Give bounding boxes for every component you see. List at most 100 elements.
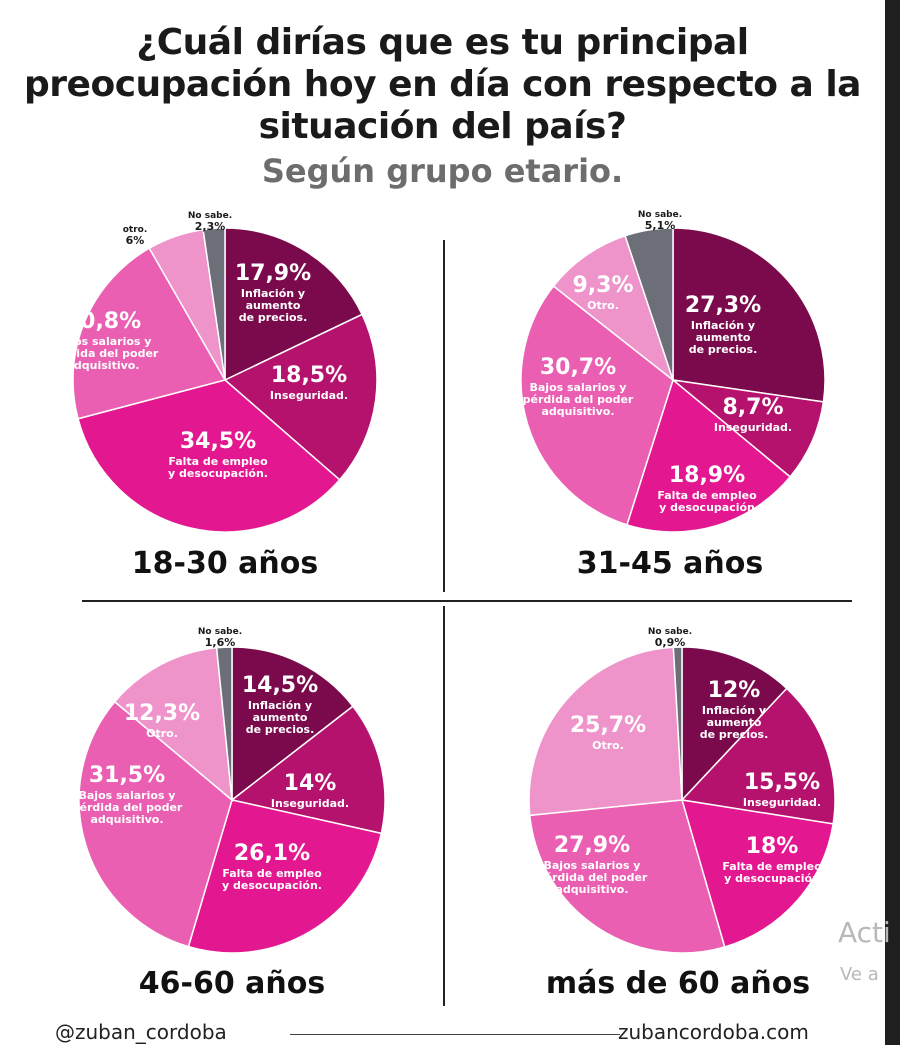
pie-slice-empleo <box>680 799 834 948</box>
slice-category-text: Inseguridad. <box>714 421 792 434</box>
slice-category-text: y desocupación. <box>222 879 322 892</box>
footer-handle: @zuban_cordoba <box>55 1020 227 1044</box>
pie-slice-nosabe <box>215 646 233 801</box>
slice-label-otro: 12,3%Otro. <box>124 701 200 740</box>
vertical-divider-top <box>443 240 445 592</box>
slice-category-text: Bajos salarios y <box>544 859 641 872</box>
slice-category-text: y desocupación. <box>168 467 268 480</box>
slice-label-nosabe: No sabe.2,3% <box>188 211 232 233</box>
slice-category-text: Falta de empleo <box>222 867 322 880</box>
slice-percent-text: 26,1% <box>234 841 310 866</box>
slice-label-nosabe: No sabe.1,6% <box>198 627 242 649</box>
pie-slice-inseguridad <box>230 705 386 835</box>
slice-category-text: Inseguridad. <box>271 797 349 810</box>
slice-percent-text: 34,5% <box>180 429 256 454</box>
slice-percent-text: 18,5% <box>271 363 347 388</box>
slice-percent-text: 30,7% <box>540 355 616 380</box>
slice-category-text: aumento <box>707 716 762 729</box>
slice-percent-text: 27,3% <box>685 293 761 318</box>
vertical-divider-bottom <box>443 606 445 1006</box>
pie-slice-salarios <box>520 285 674 526</box>
slice-category-text: Inflación y <box>691 319 755 332</box>
title-line-1: ¿Cuál dirías que es tu principal <box>136 22 749 63</box>
slice-percent-text: 25,7% <box>570 713 646 738</box>
slice-percent-text: 27,9% <box>554 833 630 858</box>
pie-slice-inseguridad <box>680 687 836 825</box>
slice-label-otro: otro.6% <box>123 225 148 247</box>
pie-slice-empleo <box>625 378 792 533</box>
slice-percent-text: 31,5% <box>89 763 165 788</box>
pie-slice-inflacion <box>224 227 364 382</box>
title-line-2: preocupación hoy en día con respecto a l… <box>24 64 861 105</box>
slice-category-text: Bajos salarios y <box>55 335 152 348</box>
slice-percent-text: 17,9% <box>235 261 311 286</box>
slice-category-text: otro. <box>123 225 148 235</box>
slice-label-nosabe: No sabe.0,9% <box>648 627 692 649</box>
slice-category-text: Bajos salarios y <box>530 381 627 394</box>
age-label-46-60: 46-60 años <box>138 966 326 1001</box>
pie-slice-inflacion <box>681 646 788 802</box>
slice-category-text: de precios. <box>246 723 315 736</box>
slice-label-otro: 25,7%Otro. <box>570 713 646 752</box>
pie-slice-nosabe <box>624 227 674 381</box>
slice-category-text: Otro. <box>146 727 178 740</box>
slice-percent-text: 12,3% <box>124 701 200 726</box>
slice-percent-text: 18,9% <box>669 463 745 488</box>
slice-category-text: Falta de empleo <box>657 489 757 502</box>
slice-category-text: Falta de empleo <box>722 860 822 873</box>
slice-category-text: pérdida del poder <box>523 393 634 406</box>
slice-category-text: Bajos salarios y <box>79 789 176 802</box>
slice-category-text: y desocupación <box>659 501 755 514</box>
watermark-line-1: Acti <box>838 916 891 949</box>
slice-category-text: No sabe. <box>648 627 692 637</box>
slice-category-text: adquisitivo. <box>66 359 139 372</box>
slice-category-text: aumento <box>246 299 301 312</box>
slice-category-text: Inflación y <box>702 704 766 717</box>
footer-rule <box>290 1034 620 1035</box>
pie-slice-inflacion <box>672 227 826 403</box>
slice-percent-text: 1,6% <box>205 636 236 649</box>
slice-percent-text: 20,8% <box>65 309 141 334</box>
slice-label-nosabe: No sabe.5,1% <box>638 210 682 232</box>
slice-percent-text: 5,1% <box>645 219 676 232</box>
subtitle: Según grupo etario. <box>261 152 624 190</box>
slice-category-text: de precios. <box>239 311 308 324</box>
slice-percent-text: 0,9% <box>655 636 686 649</box>
slice-category-text: adquisitivo. <box>90 813 163 826</box>
pie-slice-empleo <box>187 799 383 954</box>
slice-label-inseguridad: 15,5%Inseguridad. <box>743 770 821 809</box>
title-line-3: situación del país? <box>258 106 627 147</box>
slice-category-text: Falta de empleo <box>168 455 268 468</box>
age-label-31-45: 31-45 años <box>576 546 764 581</box>
slice-percent-text: 2,3% <box>195 220 226 233</box>
pie-slice-inflacion <box>231 646 354 802</box>
slice-label-otro: 9,3%Otro. <box>572 273 633 312</box>
pie-slice-nosabe <box>672 646 683 801</box>
slice-percent-text: 9,3% <box>572 273 633 298</box>
pie-slice-salarios <box>78 700 233 948</box>
slice-percent-text: 6% <box>126 234 145 247</box>
slice-category-text: aumento <box>696 331 751 344</box>
footer-website: zubancordoba.com <box>618 1020 809 1044</box>
slice-category-text: Inseguridad. <box>270 389 348 402</box>
slice-label-inseguridad: 8,7%Inseguridad. <box>714 395 792 434</box>
slice-percent-text: 15,5% <box>744 770 820 795</box>
slice-category-text: pérdida del poder <box>48 347 159 360</box>
slice-percent-text: 8,7% <box>722 395 783 420</box>
slice-category-text: pérdida del poder <box>537 871 648 884</box>
pie-slice-salarios <box>528 799 726 954</box>
slice-category-text: Inseguridad. <box>743 796 821 809</box>
pie-slice-empleo <box>77 379 341 533</box>
slice-category-text: de precios. <box>700 728 769 741</box>
